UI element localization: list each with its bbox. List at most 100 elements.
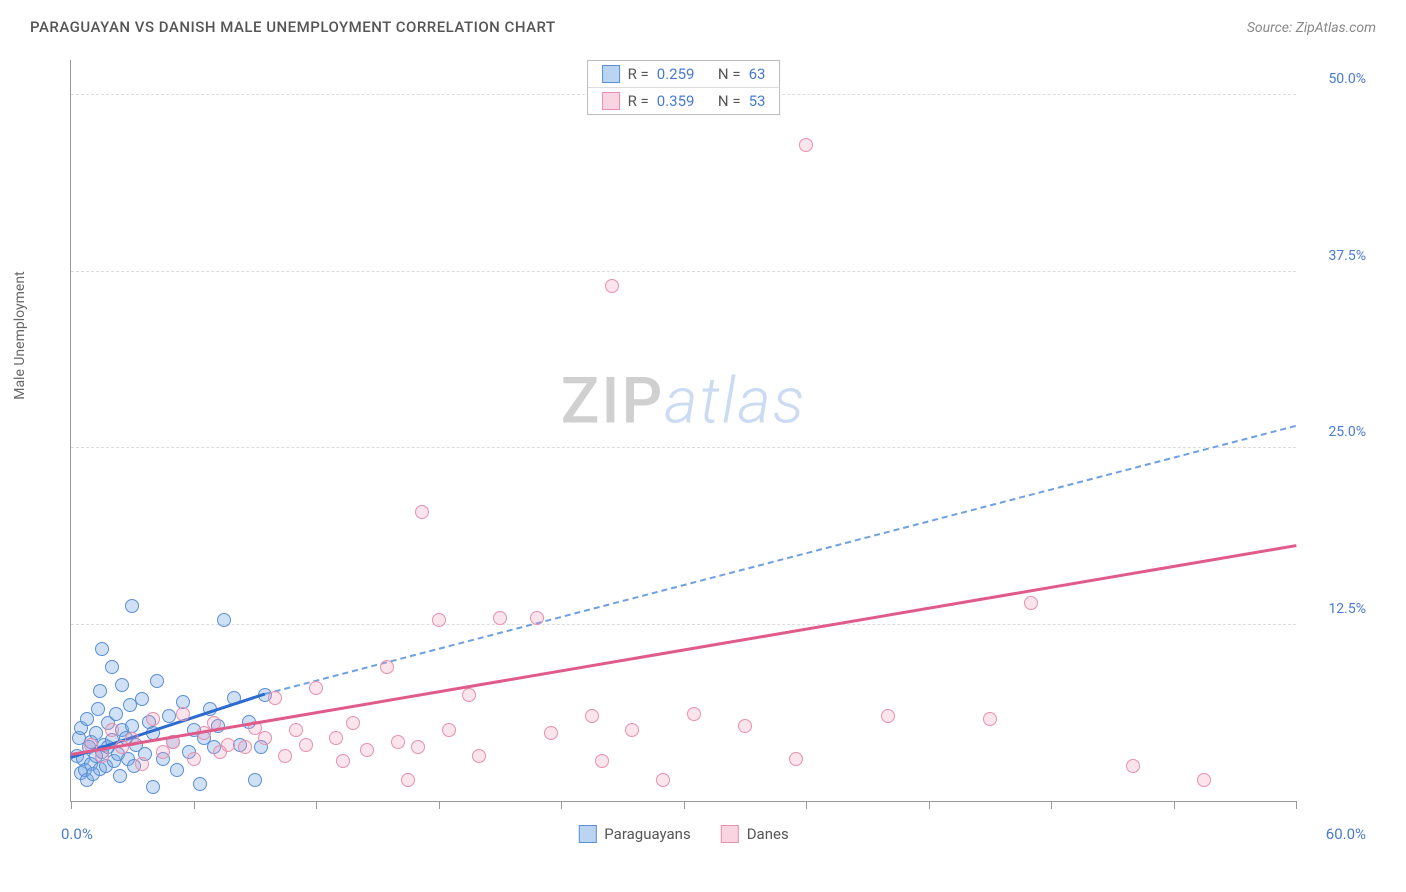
data-point (268, 691, 282, 705)
r-label: R = (628, 65, 649, 83)
watermark: ZIPatlas (561, 363, 807, 438)
data-point (329, 731, 343, 745)
data-point (656, 773, 670, 787)
data-point (983, 712, 997, 726)
swatch-icon (602, 65, 620, 83)
data-point (462, 688, 476, 702)
data-point (109, 707, 123, 721)
chart-container: Male Unemployment ZIPatlas R = 0.259 N =… (30, 50, 1376, 862)
data-point (115, 678, 129, 692)
y-tick-label: 12.5% (1306, 601, 1366, 617)
data-point (238, 740, 252, 754)
data-point (1024, 596, 1038, 610)
legend-item-series-1: Danes (721, 825, 789, 843)
data-point (605, 279, 619, 293)
data-point (625, 723, 639, 737)
data-point (105, 660, 119, 674)
data-point (595, 754, 609, 768)
data-point (91, 702, 105, 716)
data-point (193, 777, 207, 791)
data-point (1126, 759, 1140, 773)
data-point (299, 738, 313, 752)
n-value: 53 (749, 92, 766, 110)
series-legend: Paraguayans Danes (578, 825, 788, 843)
plot-area: ZIPatlas R = 0.259 N = 63 R = 0.359 N = … (70, 60, 1296, 802)
data-point (442, 723, 456, 737)
legend-row-series-0: R = 0.259 N = 63 (588, 61, 780, 87)
data-point (135, 757, 149, 771)
legend-row-series-1: R = 0.359 N = 53 (588, 87, 780, 114)
gridline (71, 624, 1296, 625)
data-point (415, 505, 429, 519)
data-point (789, 752, 803, 766)
data-point (881, 709, 895, 723)
swatch-icon (578, 825, 596, 843)
gridline (71, 271, 1296, 272)
x-tick (194, 801, 195, 809)
watermark-part2: atlas (664, 363, 806, 438)
data-point (309, 681, 323, 695)
x-axis-min-label: 0.0% (61, 825, 93, 843)
x-tick (316, 801, 317, 809)
x-tick (806, 801, 807, 809)
x-tick (561, 801, 562, 809)
data-point (217, 613, 231, 627)
data-point (105, 723, 119, 737)
y-tick-label: 25.0% (1306, 424, 1366, 440)
chart-title: PARAGUAYAN VS DANISH MALE UNEMPLOYMENT C… (30, 18, 556, 36)
watermark-part1: ZIP (561, 363, 665, 438)
r-value: 0.359 (657, 92, 695, 110)
data-point (738, 719, 752, 733)
data-point (401, 773, 415, 787)
data-point (346, 716, 360, 730)
data-point (360, 743, 374, 757)
x-tick (439, 801, 440, 809)
trend-line (71, 544, 1296, 755)
source-attribution: Source: ZipAtlas.com (1247, 20, 1376, 36)
x-tick (71, 801, 72, 809)
data-point (687, 707, 701, 721)
data-point (472, 749, 486, 763)
data-point (146, 712, 160, 726)
n-value: 63 (749, 65, 766, 83)
x-tick (1174, 801, 1175, 809)
data-point (93, 684, 107, 698)
gridline (71, 447, 1296, 448)
data-point (432, 613, 446, 627)
data-point (278, 749, 292, 763)
data-point (125, 599, 139, 613)
data-point (585, 709, 599, 723)
x-tick (929, 801, 930, 809)
legend-label: Paraguayans (604, 825, 690, 843)
swatch-icon (602, 92, 620, 110)
data-point (411, 740, 425, 754)
data-point (146, 780, 160, 794)
trend-line-extrapolated (265, 425, 1297, 695)
legend-item-series-0: Paraguayans (578, 825, 690, 843)
data-point (258, 731, 272, 745)
x-tick (1051, 801, 1052, 809)
x-tick (1296, 801, 1297, 809)
data-point (95, 642, 109, 656)
x-axis-max-label: 60.0% (1326, 825, 1366, 843)
data-point (1197, 773, 1211, 787)
y-tick-label: 37.5% (1306, 248, 1366, 264)
n-label: N = (718, 65, 741, 83)
x-tick (684, 801, 685, 809)
r-label: R = (628, 92, 649, 110)
data-point (380, 660, 394, 674)
data-point (493, 611, 507, 625)
data-point (150, 674, 164, 688)
data-point (530, 611, 544, 625)
r-value: 0.259 (657, 65, 695, 83)
legend-label: Danes (747, 825, 789, 843)
data-point (799, 138, 813, 152)
data-point (113, 769, 127, 783)
data-point (336, 754, 350, 768)
data-point (221, 738, 235, 752)
data-point (391, 735, 405, 749)
data-point (544, 726, 558, 740)
data-point (289, 723, 303, 737)
data-point (248, 773, 262, 787)
data-point (170, 763, 184, 777)
